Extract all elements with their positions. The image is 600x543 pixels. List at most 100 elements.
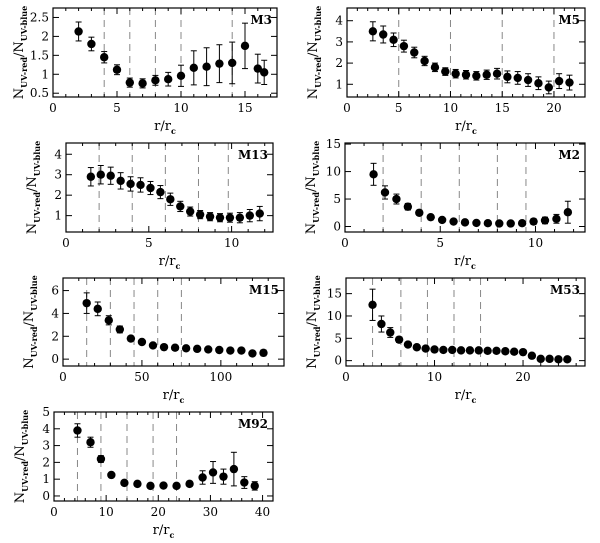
data-point: [204, 345, 213, 354]
data-point: [368, 300, 377, 310]
x-tick-label: 10: [99, 505, 114, 519]
data-point: [260, 68, 269, 77]
data-point: [430, 345, 439, 354]
y-tick-label: 4: [42, 422, 50, 436]
y-tick-label: 5: [334, 331, 342, 345]
data-point: [120, 478, 129, 488]
data-point: [116, 176, 125, 186]
data-point: [202, 62, 211, 71]
y-tick-label: 4: [51, 306, 59, 320]
data-point: [527, 351, 537, 360]
x-tick-label: 30: [203, 505, 218, 519]
data-point: [540, 216, 550, 225]
x-tick-label: 0: [49, 101, 57, 115]
data-point: [181, 344, 191, 353]
y-tick-label: 3: [335, 35, 343, 49]
data-point: [198, 473, 207, 482]
x-tick-label: 10: [427, 370, 442, 384]
data-point: [107, 470, 116, 480]
data-point: [509, 347, 519, 356]
data-point: [137, 337, 147, 347]
data-point: [474, 346, 483, 355]
data-point: [472, 71, 481, 81]
data-point: [240, 41, 250, 51]
data-point: [248, 349, 257, 358]
data-point: [545, 354, 554, 364]
data-point: [513, 73, 522, 83]
data-point: [482, 70, 491, 79]
data-point: [237, 346, 246, 355]
cluster-label: M5: [558, 13, 580, 27]
data-point: [138, 79, 147, 88]
y-tick-label: 0: [333, 220, 341, 234]
x-tick-label: 20: [546, 101, 561, 115]
y-tick-label: 0.5: [30, 86, 49, 100]
x-tick-label: 50: [134, 370, 149, 384]
y-tick-label: 2: [335, 56, 343, 70]
data-point: [554, 76, 564, 86]
data-point: [106, 171, 115, 180]
data-point: [185, 479, 194, 489]
data-point: [472, 218, 481, 228]
y-tick-label: 15: [326, 137, 341, 151]
data-point: [82, 298, 91, 308]
x-axis-label: r/rc: [455, 388, 477, 405]
x-tick-label: 10: [443, 101, 458, 115]
data-point: [439, 345, 448, 355]
y-tick-label: 0: [334, 354, 342, 368]
panel-m53: 0 5 10 15 0 10 20 M53 r/rc NUV-red/NUV-blue: [305, 275, 586, 405]
data-point: [501, 347, 510, 356]
y-tick-label: 1: [335, 77, 343, 91]
y-tick-label: 3: [42, 439, 50, 453]
data-point: [523, 75, 533, 85]
data-point: [259, 348, 268, 358]
data-point: [529, 217, 538, 226]
data-point: [74, 27, 83, 36]
x-tick-label: 0: [341, 236, 349, 250]
panel-m2: 0 5 10 15 0 5 10 M2 r/rc NUV-red/NUV-blue: [304, 137, 586, 271]
data-point: [148, 341, 158, 350]
data-point: [503, 72, 512, 82]
y-axis-label: NUV-red/NUV-blue: [25, 141, 42, 234]
data-point: [125, 78, 134, 87]
data-point: [483, 219, 493, 228]
data-point: [426, 212, 435, 222]
x-tick-label: 10: [528, 236, 543, 250]
data-point: [215, 213, 225, 222]
data-point: [495, 219, 504, 228]
data-point: [554, 355, 563, 364]
x-tick-label: 5: [145, 236, 153, 250]
panel-m3: 0.5 1 1.5 2 2.5 0 5 10 15 M3 r/rc NUV-red/NUV-blue: [12, 6, 278, 136]
data-point: [379, 30, 388, 39]
cluster-label: M2: [558, 148, 580, 162]
data-point: [465, 346, 475, 355]
y-tick-label: 1: [41, 67, 49, 81]
data-point: [86, 438, 95, 447]
x-axis-label: r/rc: [153, 523, 175, 540]
data-point: [536, 354, 545, 364]
data-point: [219, 472, 228, 481]
data-point: [225, 213, 235, 222]
y-tick-label: 4: [54, 147, 62, 161]
y-tick-label: 3: [54, 168, 62, 182]
x-axis-label: r/rc: [159, 254, 181, 271]
data-point: [245, 211, 255, 220]
plot-frame: [52, 7, 278, 98]
y-axis-label: NUV-red/NUV-blue: [12, 6, 29, 99]
data-point: [250, 481, 259, 491]
data-point: [96, 454, 106, 464]
data-point: [456, 346, 466, 355]
data-point: [451, 69, 460, 78]
x-axis-label: r/rc: [454, 254, 476, 271]
data-point: [534, 79, 543, 88]
x-tick-label: 15: [495, 101, 510, 115]
data-point: [146, 481, 155, 491]
data-point: [544, 83, 553, 92]
plot-frame: [344, 142, 586, 233]
data-point: [368, 27, 378, 36]
data-point: [565, 78, 574, 87]
y-tick-label: 6: [51, 284, 59, 298]
data-point: [255, 209, 264, 218]
x-tick-label: 5: [113, 101, 121, 115]
data-point: [421, 344, 430, 353]
